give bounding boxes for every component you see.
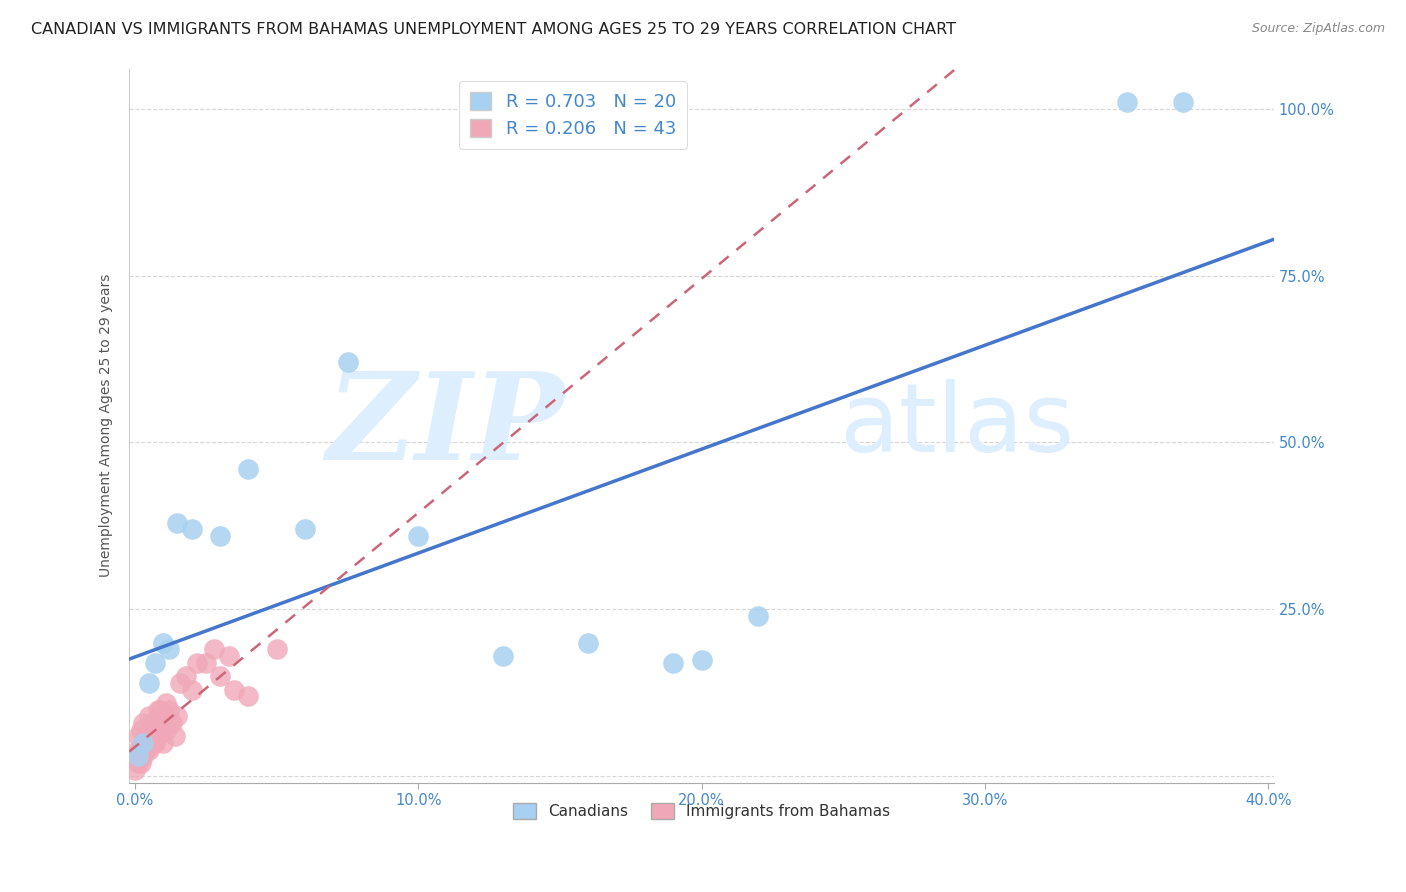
Point — [152, 709, 174, 723]
Point — [180, 522, 202, 536]
Point — [132, 736, 155, 750]
Point — [135, 742, 157, 756]
Point — [129, 723, 152, 737]
Point — [1173, 95, 1195, 109]
Text: CANADIAN VS IMMIGRANTS FROM BAHAMAS UNEMPLOYMENT AMONG AGES 25 TO 29 YEARS CORRE: CANADIAN VS IMMIGRANTS FROM BAHAMAS UNEM… — [31, 22, 956, 37]
Point — [124, 749, 146, 764]
Point — [157, 702, 180, 716]
Point — [149, 702, 172, 716]
Point — [143, 656, 166, 670]
Point — [127, 742, 149, 756]
Point — [408, 529, 430, 543]
Point — [138, 742, 160, 756]
Point — [152, 736, 174, 750]
Point — [576, 636, 599, 650]
Point — [129, 742, 152, 756]
Point — [294, 522, 316, 536]
Point — [208, 529, 231, 543]
Point — [141, 715, 163, 730]
Point — [180, 682, 202, 697]
Point — [1115, 95, 1137, 109]
Point — [138, 729, 160, 743]
Point — [166, 709, 188, 723]
Point — [690, 652, 713, 666]
Legend: Canadians, Immigrants from Bahamas: Canadians, Immigrants from Bahamas — [508, 797, 897, 825]
Point — [266, 642, 288, 657]
Point — [202, 642, 225, 657]
Point — [662, 656, 685, 670]
Point — [224, 682, 246, 697]
Point — [135, 729, 157, 743]
Point — [492, 649, 515, 664]
Text: atlas: atlas — [839, 379, 1074, 472]
Point — [132, 715, 155, 730]
Point — [124, 763, 146, 777]
Point — [174, 669, 197, 683]
Point — [166, 516, 188, 530]
Point — [157, 642, 180, 657]
Point — [129, 756, 152, 770]
Point — [132, 749, 155, 764]
Point — [336, 355, 359, 369]
Point — [747, 609, 769, 624]
Point — [208, 669, 231, 683]
Point — [127, 749, 149, 764]
Point — [238, 462, 260, 476]
Point — [127, 756, 149, 770]
Point — [238, 690, 260, 704]
Point — [146, 729, 169, 743]
Point — [152, 636, 174, 650]
Point — [155, 723, 177, 737]
Text: ZIP: ZIP — [326, 367, 564, 485]
Point — [143, 715, 166, 730]
Point — [218, 649, 240, 664]
Point — [186, 656, 208, 670]
Point — [138, 676, 160, 690]
Point — [194, 656, 217, 670]
Point — [141, 736, 163, 750]
Point — [155, 696, 177, 710]
Point — [160, 715, 183, 730]
Point — [143, 736, 166, 750]
Point — [146, 702, 169, 716]
Y-axis label: Unemployment Among Ages 25 to 29 years: Unemployment Among Ages 25 to 29 years — [100, 274, 114, 577]
Point — [138, 709, 160, 723]
Text: Source: ZipAtlas.com: Source: ZipAtlas.com — [1251, 22, 1385, 36]
Point — [127, 729, 149, 743]
Point — [163, 729, 186, 743]
Point — [169, 676, 191, 690]
Point — [149, 723, 172, 737]
Point — [132, 736, 155, 750]
